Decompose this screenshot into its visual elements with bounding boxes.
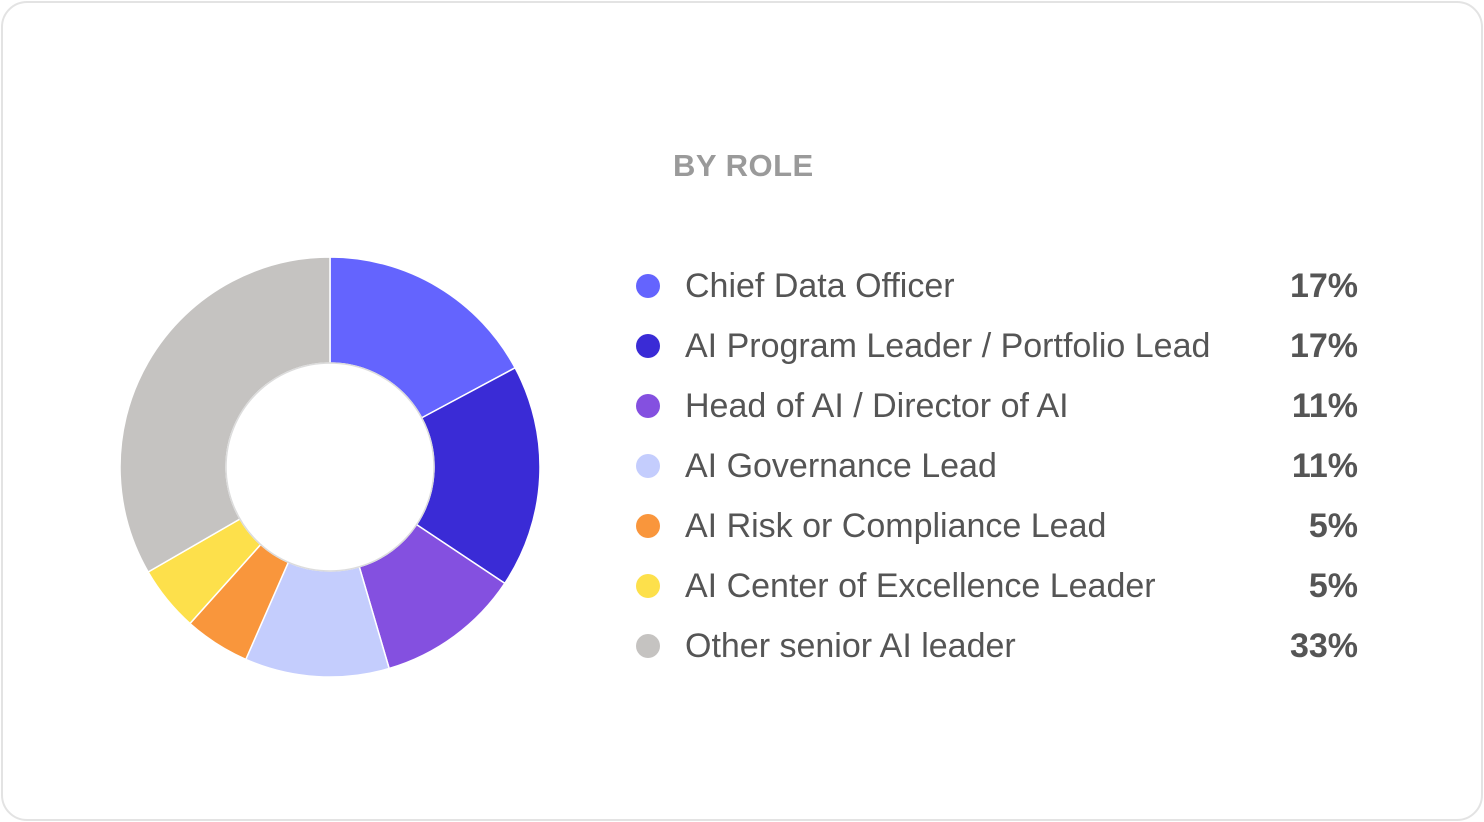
legend-value: 33% [1289,627,1358,665]
chart-title: BY ROLE [673,148,814,183]
legend-item: AI Program Leader / Portfolio Lead 17% [636,316,1358,376]
legend-value: 11% [1291,447,1358,485]
legend-label: Chief Data Officer [685,267,955,305]
legend-label: Head of AI / Director of AI [685,387,1069,425]
legend-swatch [636,454,660,478]
legend-item: Chief Data Officer 17% [636,256,1358,316]
legend-swatch [636,514,660,538]
legend-label: AI Governance Lead [685,447,997,485]
legend-label: AI Risk or Compliance Lead [685,507,1107,545]
legend-value: 17% [1289,327,1358,365]
legend-value: 5% [1308,567,1358,605]
legend-label: AI Center of Excellence Leader [685,567,1156,605]
legend-label: Other senior AI leader [685,627,1016,665]
legend-swatch [636,634,660,658]
legend-swatch [636,574,660,598]
legend-swatch [636,274,660,298]
legend-value: 5% [1308,507,1358,545]
legend: Chief Data Officer 17% AI Program Leader /… [636,256,1358,676]
legend-swatch [636,394,660,418]
legend-item: AI Risk or Compliance Lead 5% [636,496,1358,556]
legend-swatch [636,334,660,358]
legend-item: AI Center of Excellence Leader 5% [636,556,1358,616]
legend-item: Head of AI / Director of AI 11% [636,376,1358,436]
donut-hole [225,362,435,572]
legend-label: AI Program Leader / Portfolio Lead [685,327,1211,365]
legend-value: 11% [1291,387,1358,425]
legend-item: AI Governance Lead 11% [636,436,1358,496]
legend-value: 17% [1289,267,1358,305]
legend-item: Other senior AI leader 33% [636,616,1358,676]
